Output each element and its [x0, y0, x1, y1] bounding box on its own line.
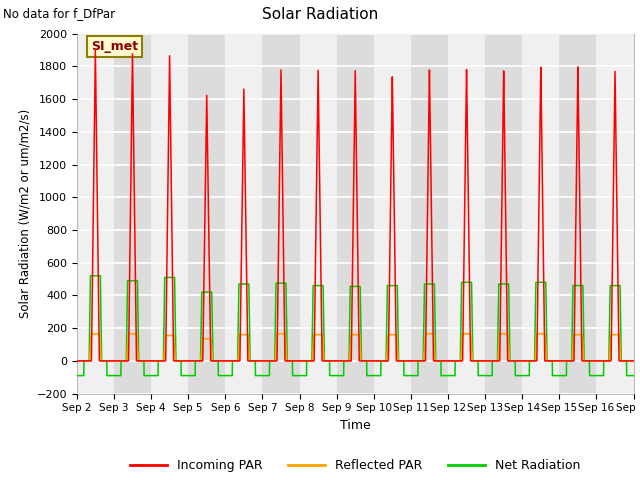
Bar — [337, 34, 374, 394]
Bar — [522, 34, 559, 394]
Bar — [374, 34, 411, 394]
Bar — [559, 34, 596, 394]
Bar — [77, 34, 114, 394]
Bar — [448, 34, 485, 394]
Bar — [262, 34, 300, 394]
Bar — [596, 34, 634, 394]
Bar — [485, 34, 522, 394]
Y-axis label: Solar Radiation (W/m2 or um/m2/s): Solar Radiation (W/m2 or um/m2/s) — [18, 109, 31, 318]
Bar — [114, 34, 151, 394]
Bar — [411, 34, 448, 394]
X-axis label: Time: Time — [340, 419, 371, 432]
Bar — [188, 34, 225, 394]
Bar — [151, 34, 188, 394]
Text: SI_met: SI_met — [91, 40, 138, 53]
Legend: Incoming PAR, Reflected PAR, Net Radiation: Incoming PAR, Reflected PAR, Net Radiati… — [125, 455, 586, 477]
Bar — [300, 34, 337, 394]
Bar — [225, 34, 262, 394]
Text: Solar Radiation: Solar Radiation — [262, 7, 378, 22]
Text: No data for f_DfPar: No data for f_DfPar — [3, 7, 115, 20]
